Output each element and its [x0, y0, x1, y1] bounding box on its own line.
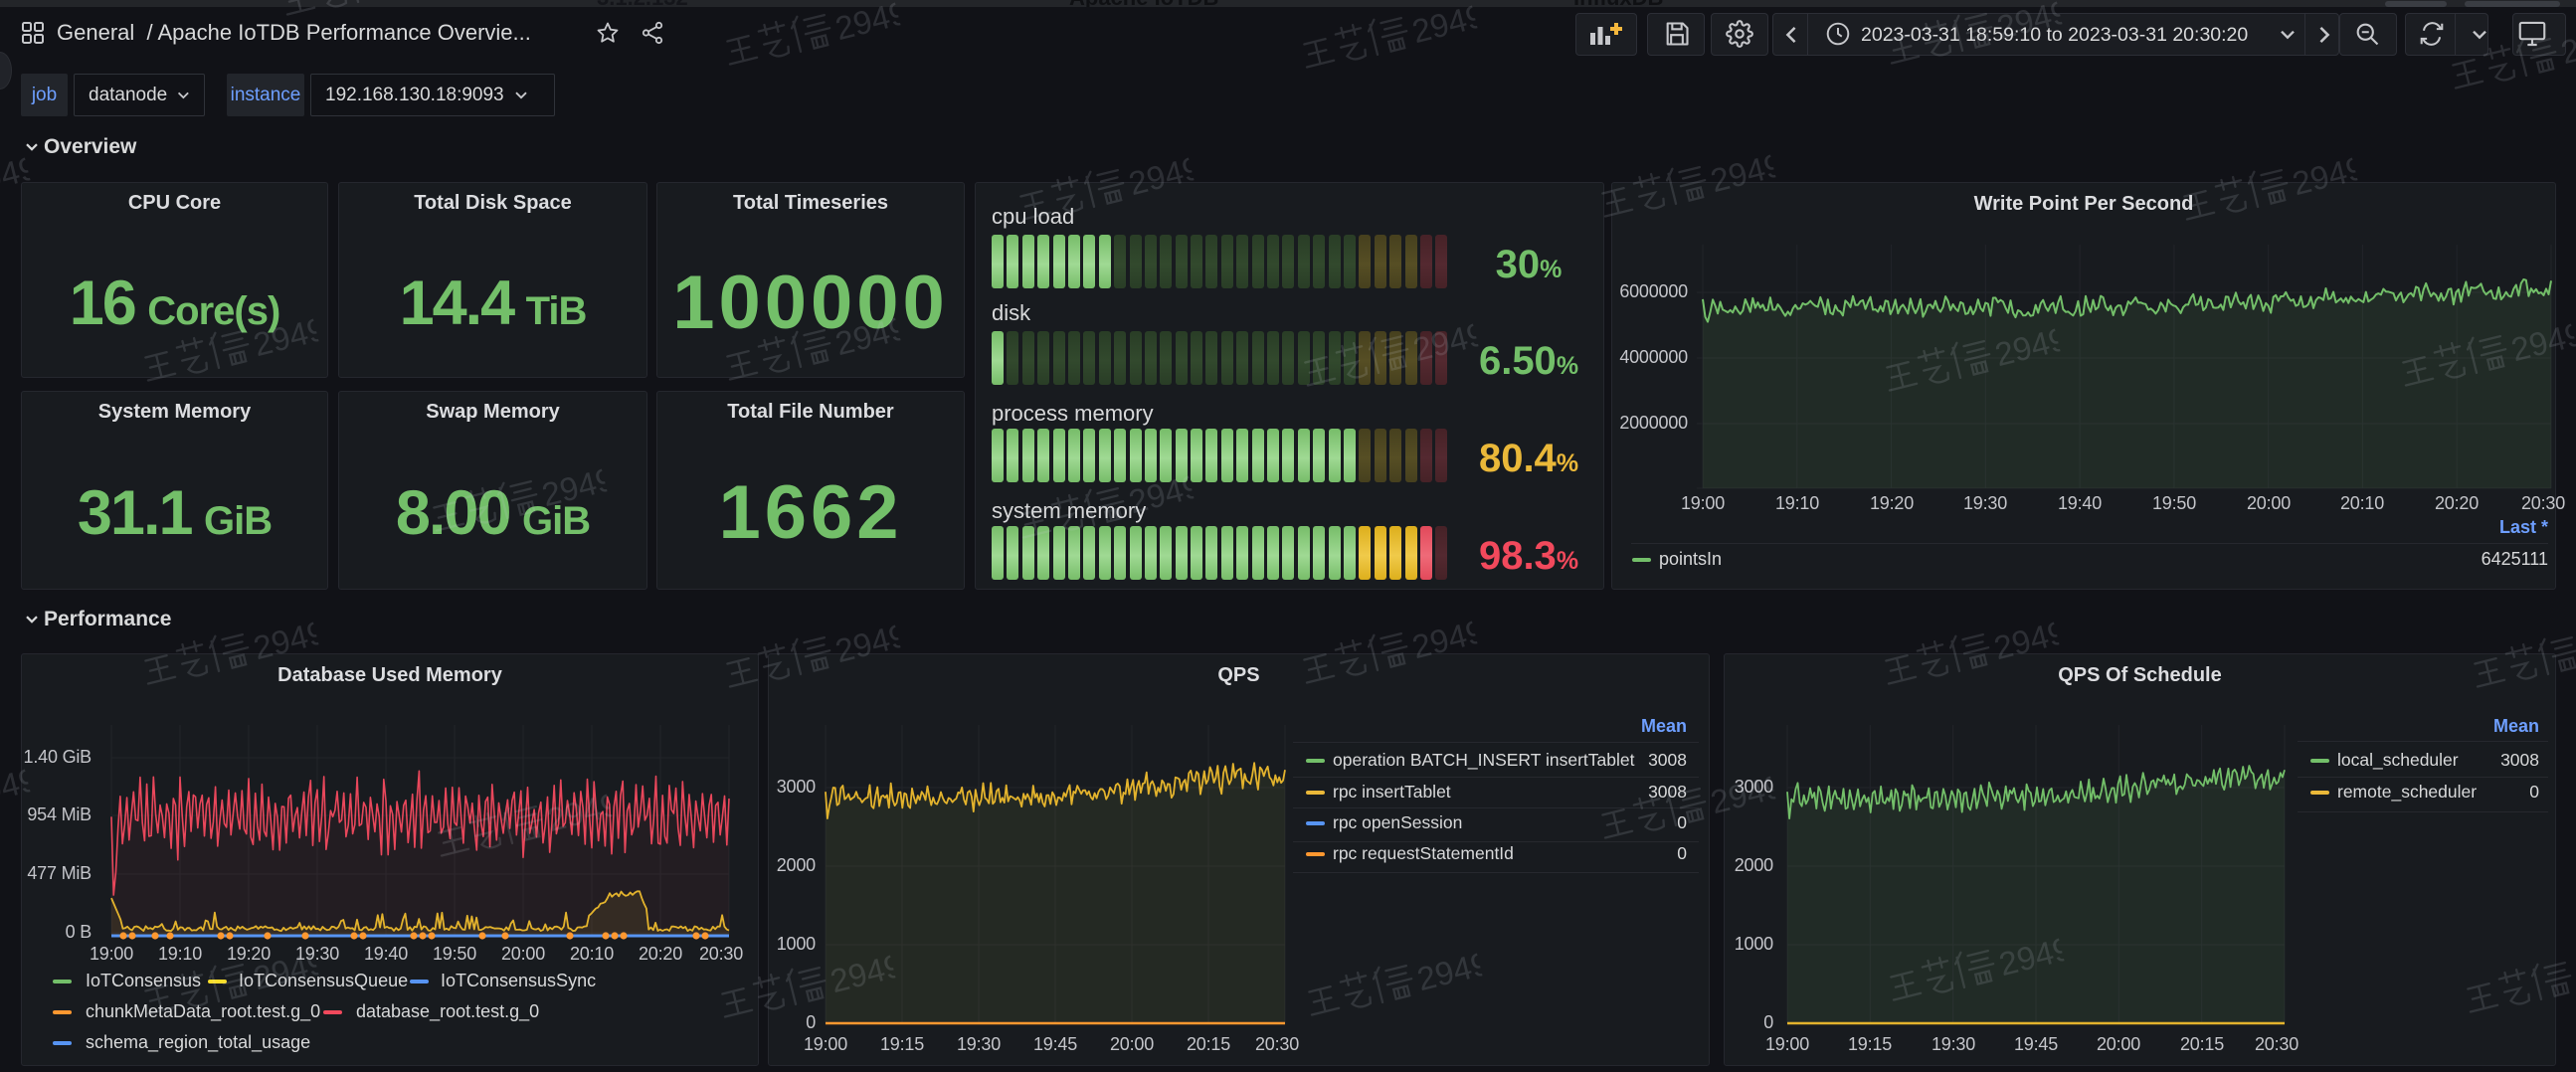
svg-text:2949: 2949	[2572, 941, 2576, 994]
svg-text:2949: 2949	[831, 0, 903, 47]
svg-text:2949: 2949	[1408, 0, 1480, 50]
